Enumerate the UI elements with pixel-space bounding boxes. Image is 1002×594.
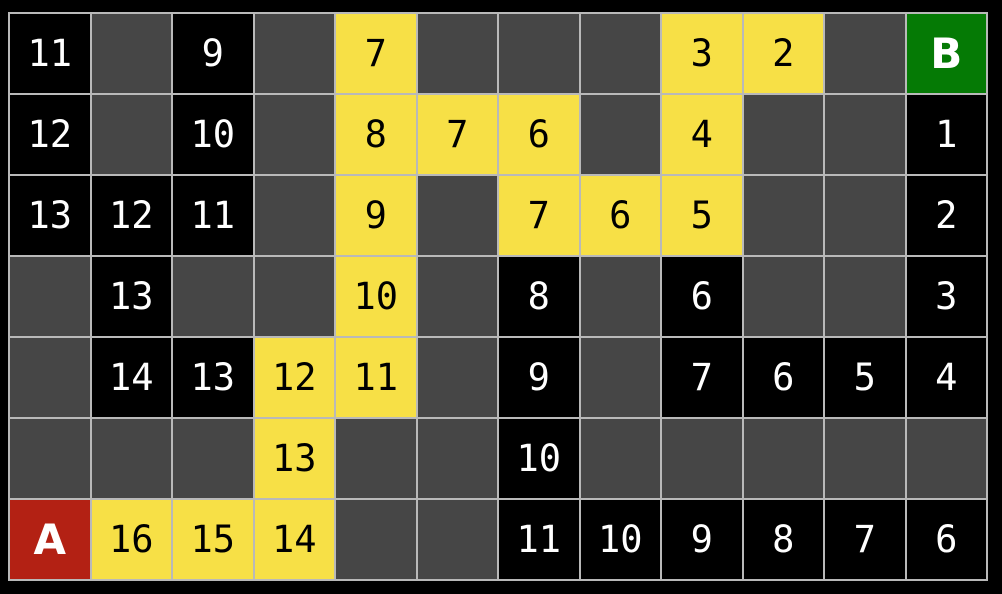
path-cell: 7 <box>336 14 416 93</box>
empty-cell <box>417 338 497 417</box>
path-cell: 5 <box>662 176 742 255</box>
empty-cell <box>417 176 497 255</box>
empty-cell <box>173 419 253 498</box>
path-cell: 8 <box>336 95 416 174</box>
distance-cell: 9 <box>499 338 579 417</box>
empty-cell <box>10 338 90 417</box>
path-cell: 12 <box>254 338 334 417</box>
start-cell: A <box>10 500 90 579</box>
path-cell: 7 <box>499 176 579 255</box>
path-cell: 7 <box>417 95 497 174</box>
empty-cell <box>662 419 742 498</box>
path-cell: 4 <box>662 95 742 174</box>
distance-cell: 4 <box>906 338 986 417</box>
path-cell: 11 <box>336 338 416 417</box>
distance-cell: 6 <box>743 338 823 417</box>
distance-cell: 5 <box>825 338 905 417</box>
distance-cell: 10 <box>499 419 579 498</box>
empty-cell <box>91 419 171 498</box>
path-cell: 10 <box>336 257 416 336</box>
empty-cell <box>173 257 253 336</box>
path-cell: 16 <box>91 500 171 579</box>
empty-cell <box>580 95 660 174</box>
empty-cell <box>743 176 823 255</box>
distance-cell: 11 <box>10 14 90 93</box>
distance-cell: 7 <box>662 338 742 417</box>
empty-cell <box>825 14 905 93</box>
distance-cell: 9 <box>662 500 742 579</box>
empty-cell <box>743 419 823 498</box>
distance-cell: 6 <box>662 257 742 336</box>
distance-cell: 13 <box>173 338 253 417</box>
distance-cell: 12 <box>10 95 90 174</box>
distance-cell: 3 <box>906 257 986 336</box>
empty-cell <box>580 257 660 336</box>
distance-cell: 2 <box>906 176 986 255</box>
distance-cell: 8 <box>499 257 579 336</box>
empty-cell <box>91 14 171 93</box>
empty-cell <box>825 257 905 336</box>
empty-cell <box>580 419 660 498</box>
empty-cell <box>336 419 416 498</box>
empty-cell <box>254 95 334 174</box>
distance-cell: 10 <box>580 500 660 579</box>
path-cell: 6 <box>580 176 660 255</box>
distance-cell: 13 <box>10 176 90 255</box>
empty-cell <box>417 500 497 579</box>
empty-cell <box>825 176 905 255</box>
path-cell: 3 <box>662 14 742 93</box>
empty-cell <box>580 338 660 417</box>
empty-cell <box>254 257 334 336</box>
path-cell: 9 <box>336 176 416 255</box>
empty-cell <box>254 14 334 93</box>
empty-cell <box>743 257 823 336</box>
path-cell: 13 <box>254 419 334 498</box>
distance-cell: 7 <box>825 500 905 579</box>
path-cell: 6 <box>499 95 579 174</box>
goal-cell: B <box>906 14 986 93</box>
distance-cell: 12 <box>91 176 171 255</box>
empty-cell <box>254 176 334 255</box>
distance-cell: 6 <box>906 500 986 579</box>
distance-cell: 10 <box>173 95 253 174</box>
path-cell: 15 <box>173 500 253 579</box>
empty-cell <box>91 95 171 174</box>
distance-cell: 8 <box>743 500 823 579</box>
empty-cell <box>906 419 986 498</box>
empty-cell <box>825 95 905 174</box>
distance-cell: 11 <box>499 500 579 579</box>
distance-cell: 14 <box>91 338 171 417</box>
empty-cell <box>417 419 497 498</box>
pathfinding-grid: 11 9 7 3 2 B 12 10 8 7 6 4 1 13 12 11 9 7 6 5 2 13 10 8 6 3 14 13 12… <box>8 12 988 581</box>
path-cell: 14 <box>254 500 334 579</box>
empty-cell <box>825 419 905 498</box>
empty-cell <box>10 257 90 336</box>
empty-cell <box>336 500 416 579</box>
empty-cell <box>743 95 823 174</box>
empty-cell <box>580 14 660 93</box>
distance-cell: 9 <box>173 14 253 93</box>
distance-cell: 1 <box>906 95 986 174</box>
distance-cell: 11 <box>173 176 253 255</box>
empty-cell <box>499 14 579 93</box>
path-cell: 2 <box>743 14 823 93</box>
empty-cell <box>10 419 90 498</box>
empty-cell <box>417 14 497 93</box>
empty-cell <box>417 257 497 336</box>
distance-cell: 13 <box>91 257 171 336</box>
